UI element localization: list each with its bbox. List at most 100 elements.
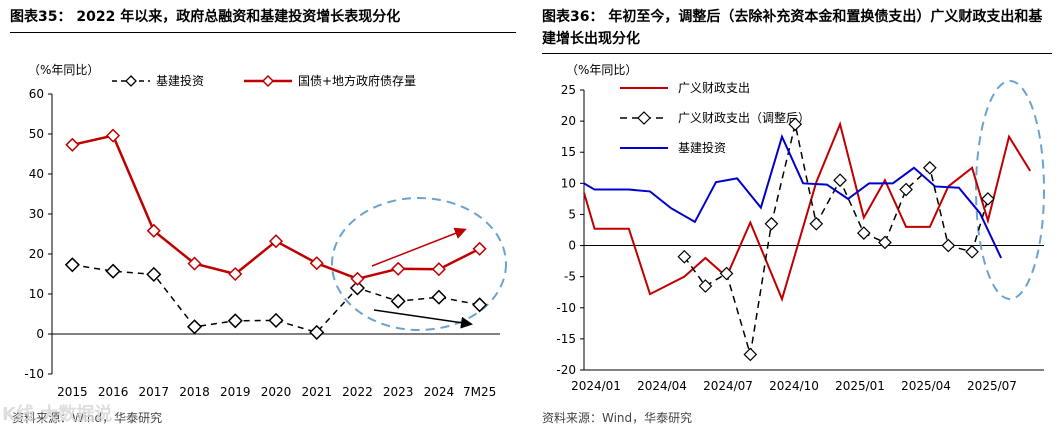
- left-infra-point: [186, 319, 203, 335]
- right-x-tick-label: 2024/10: [769, 379, 819, 393]
- left-bonds-point: [228, 266, 243, 282]
- left-x-tick-label: 2024: [424, 385, 455, 399]
- left-bonds-point: [268, 234, 284, 249]
- right-fiscal-adj-point: [965, 244, 979, 259]
- left-bonds-line: [72, 134, 481, 281]
- legend-diamond-fiscal-adj: [637, 111, 651, 125]
- right-x-tick-label: 2025/04: [901, 379, 951, 393]
- left-infra-point: [64, 257, 80, 273]
- left-x-tick-label: 2018: [179, 385, 210, 399]
- left-infra-point: [309, 324, 325, 340]
- left-title-rule: [10, 32, 516, 33]
- left-y-tick-label: 30: [29, 207, 44, 221]
- right-fiscal-adj-point: [899, 182, 913, 197]
- right-y-tick-label: 5: [568, 207, 576, 221]
- left-infra-point: [105, 263, 121, 279]
- left-x-tick-label: 2017: [139, 385, 170, 399]
- left-infra-point: [146, 266, 162, 282]
- left-legend: 基建投资 国债+地方政府债存量: [112, 73, 416, 88]
- legend-label-infra: 基建投资: [156, 73, 204, 88]
- left-bonds-point: [431, 262, 446, 277]
- left-bonds-point: [391, 261, 406, 276]
- right-fiscal-adj-point: [856, 226, 871, 240]
- right-y-tick-label: -5: [564, 270, 576, 284]
- left-x-tick-label: 2023: [383, 385, 414, 399]
- right-fiscal-adj-point: [809, 216, 824, 231]
- right-source: 资料来源：Wind，华泰研究: [542, 411, 693, 425]
- right-y-tick-label: 20: [561, 114, 576, 128]
- left-unit-label: （%年同比）: [28, 63, 99, 77]
- right-chart-panel: 图表36： 年初至今，调整后（去除补充资本金和置换债支出）广义财政支出和基建增长…: [528, 0, 1056, 429]
- left-x-tick-label: 2022: [342, 385, 373, 399]
- legend-diamond-infra: [125, 75, 137, 87]
- right-infra-line: [583, 133, 1003, 259]
- left-infra-point: [268, 312, 284, 328]
- right-fiscal-adj-line: [683, 124, 989, 355]
- left-chart-title: 图表35： 2022 年以来，政府总融资和基建投资增长表现分化: [10, 9, 401, 25]
- right-y-tick-label: -10: [556, 301, 576, 315]
- right-y-tick-label: 0: [568, 239, 576, 253]
- watermark-logo: K线 大数据说: [2, 404, 113, 425]
- right-y-tick-label: 15: [561, 145, 576, 159]
- right-fiscal-adj-point: [698, 279, 713, 293]
- left-bonds-point: [309, 256, 324, 271]
- right-x-tick-label: 2025/07: [967, 379, 1017, 393]
- right-fiscal-adj-point: [922, 160, 937, 175]
- left-y-tick-label: 40: [29, 167, 44, 181]
- right-y-tick-label: -20: [556, 363, 576, 377]
- legend-label-infra-right: 基建投资: [678, 140, 726, 155]
- left-infra-line: [72, 264, 480, 334]
- left-x-tick-label: 2020: [261, 385, 292, 399]
- right-fiscal-adj-point: [833, 173, 847, 188]
- left-y-tick-label: 60: [29, 87, 44, 101]
- right-unit-label: （%年同比）: [566, 63, 637, 77]
- legend-label-bonds: 国债+地方政府债存量: [298, 73, 416, 88]
- right-chart: （%年同比） 广义财政支出 广义财政支出（调整后） 基建投资 -20 -15 -10…: [556, 63, 1045, 393]
- left-chart-panel: 图表35： 2022 年以来，政府总融资和基建投资增长表现分化 （%年同比） 基…: [0, 0, 520, 429]
- right-x-tick-label: 2024/04: [637, 379, 687, 393]
- left-x-tick-label: 2019: [220, 385, 251, 399]
- right-fiscal-line: [583, 121, 1032, 303]
- left-infra-point: [431, 289, 447, 305]
- right-y-tick-label: 10: [561, 176, 576, 190]
- left-infra-point: [227, 313, 243, 329]
- left-y-tick-label: -10: [24, 367, 44, 381]
- left-bonds-point: [472, 241, 487, 256]
- left-bonds-point: [65, 137, 80, 152]
- left-down-arrow: [373, 309, 473, 329]
- right-x-tick-label: 2024/07: [703, 379, 753, 393]
- right-chart-title: 图表36： 年初至今，调整后（去除补充资本金和置换债支出）广义财政支出和基建增长…: [542, 9, 1043, 47]
- left-up-arrow: [371, 227, 467, 267]
- left-bonds-point: [350, 271, 365, 286]
- legend-diamond-bonds: [261, 74, 275, 88]
- left-y-tick-label: 50: [29, 127, 44, 141]
- left-y-tick-label: 20: [29, 247, 44, 261]
- left-infra-point: [390, 293, 406, 309]
- right-x-tick-label: 2025/01: [835, 379, 885, 393]
- right-fiscal-adj-point: [788, 117, 803, 132]
- right-fiscal-adj-point: [981, 192, 995, 206]
- right-y-tick-label: 25: [561, 83, 576, 97]
- legend-label-fiscal-adj: 广义财政支出（调整后）: [678, 110, 810, 125]
- right-fiscal-adj-point: [719, 266, 734, 281]
- legend-label-fiscal: 广义财政支出: [678, 81, 750, 95]
- right-fiscal-adj-point: [941, 238, 956, 253]
- right-legend: 广义财政支出 广义财政支出（调整后） 基建投资: [620, 81, 810, 155]
- left-highlight-ellipse: [331, 197, 507, 331]
- left-x-tick-label: 7M25: [463, 385, 496, 399]
- left-chart: （%年同比） 基建投资 国债+地方政府债存量 -10 0 10 20 30 40 50 60 2…: [24, 63, 507, 399]
- left-y-tick-label: 0: [36, 327, 44, 341]
- left-x-tick-label: 2015: [57, 385, 88, 399]
- right-y-tick-label: -15: [556, 332, 576, 346]
- left-source: 资料来源：Wind，华泰研究: [12, 411, 163, 425]
- right-fiscal-adj-point: [764, 216, 779, 231]
- left-x-tick-label: 2016: [98, 385, 129, 399]
- left-bonds-point: [187, 256, 202, 271]
- right-x-tick-label: 2024/01: [571, 379, 621, 393]
- right-fiscal-adj-point: [743, 347, 758, 362]
- left-x-tick-label: 2021: [301, 385, 332, 399]
- left-infra-point: [472, 297, 488, 313]
- right-fiscal-adj-point: [878, 235, 892, 250]
- left-bonds-point: [106, 128, 121, 143]
- right-highlight-ellipse: [975, 80, 1045, 300]
